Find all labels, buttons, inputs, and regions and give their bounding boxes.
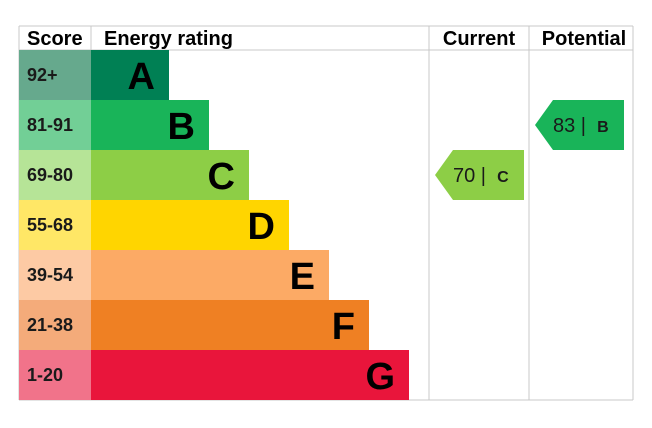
score-cell-a (19, 50, 91, 100)
rating-letter-g: G (365, 356, 395, 398)
header-energy-rating: Energy rating (104, 28, 233, 50)
rating-arrows: 70 | C 83 | B (435, 100, 624, 200)
rating-letter-d: D (248, 206, 275, 248)
score-label-b: 81-91 (27, 115, 73, 135)
potential-arrow (535, 100, 624, 150)
rating-bar-b (91, 100, 209, 150)
score-cell-e (19, 250, 91, 300)
score-label-a: 92+ (27, 65, 58, 85)
header-potential: Potential (542, 28, 626, 50)
score-cell-f (19, 300, 91, 350)
rating-bar-c (91, 150, 249, 200)
rating-bar-f (91, 300, 369, 350)
score-cell-d (19, 200, 91, 250)
header-current: Current (443, 28, 516, 50)
rating-letter-f: F (332, 306, 355, 348)
current-arrow (435, 150, 524, 200)
score-label-f: 21-38 (27, 315, 73, 335)
rating-letter-c: C (208, 156, 235, 198)
score-label-d: 55-68 (27, 215, 73, 235)
score-cell-c (19, 150, 91, 200)
rating-letter-b: B (168, 106, 195, 148)
rating-letter-a: A (128, 56, 155, 98)
header-score: Score (27, 28, 83, 50)
rating-bar-e (91, 250, 329, 300)
current-rating-label: 70 | C (453, 165, 509, 187)
score-label-c: 69-80 (27, 165, 73, 185)
potential-rating-label: 83 | B (553, 115, 609, 137)
score-cell-b (19, 100, 91, 150)
score-label-e: 39-54 (27, 265, 73, 285)
rating-bar-a (91, 50, 169, 100)
rating-bar-g (91, 350, 409, 400)
rating-bar-d (91, 200, 289, 250)
rating-letter-e: E (290, 256, 315, 298)
score-cell-g (19, 350, 91, 400)
score-label-g: 1-20 (27, 365, 63, 385)
rating-bands: 92+ A 81-91 B 69-80 C 55-68 D 39-54 E 21-38 F 1-20 G (19, 50, 409, 400)
